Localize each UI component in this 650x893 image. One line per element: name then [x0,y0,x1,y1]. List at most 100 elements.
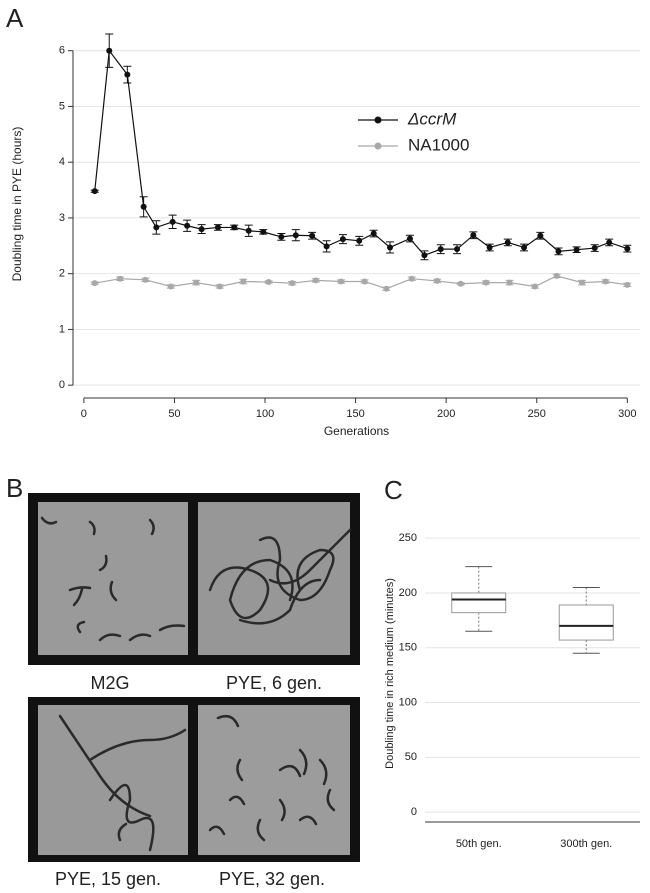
point [260,228,267,235]
point [91,188,98,195]
point [184,222,191,229]
legend-label: NA1000 [408,135,469,154]
panel-label: C [384,475,403,505]
x-tick-label: 200 [437,408,455,420]
y-tick-label: 2 [59,268,65,280]
point [553,272,560,279]
point [124,71,131,78]
y-tick-label: 0 [59,379,65,391]
micrograph [198,502,350,655]
y-tick-label: 200 [399,587,417,599]
point [486,244,493,251]
y-tick-label: 0 [411,806,417,818]
y-tick-label: 3 [59,212,65,224]
point [91,280,98,287]
y-tick-label: 250 [399,532,417,544]
y-axis-label: Doubling time in PYE (hours) [10,127,24,282]
point [361,278,368,285]
point [214,224,221,231]
x-tick-label: 50 [168,408,180,420]
caption: PYE, 15 gen. [55,869,161,889]
point [312,277,319,284]
box [451,592,507,614]
legend-label: ΔccrM [407,109,457,128]
point [437,246,444,253]
point [383,285,390,292]
point [265,279,272,286]
point [579,279,586,286]
point [292,232,299,239]
point [153,224,160,231]
x-tick-label: 300 [618,408,636,420]
y-axis-label: Doubling time in rich medium (minutes) [384,578,396,769]
point [240,278,247,285]
point [169,218,176,225]
series-line [94,49,628,256]
point [278,233,285,240]
point [573,246,580,253]
micrograph-grid [28,493,360,862]
micrograph [38,502,188,655]
y-tick-label: 1 [59,323,65,335]
y-tick-label: 100 [399,696,417,708]
point [140,203,147,210]
y-tick-label: 6 [59,45,65,57]
point [606,239,613,246]
point [454,246,461,253]
x-tick-label: 100 [256,408,274,420]
caption: PYE, 6 gen. [226,673,322,693]
point [216,283,223,290]
legend-marker [374,116,382,124]
point [434,277,441,284]
x-tick-label: 0 [81,408,87,420]
cells [40,516,352,852]
point [555,248,562,255]
y-tick-label: 4 [59,156,65,168]
y-tick-label: 150 [399,642,417,654]
legend-marker [374,142,382,150]
point [245,227,252,234]
point [624,245,631,252]
point [506,279,513,286]
panel-label: A [6,3,24,33]
point [531,283,538,290]
panel-label: B [6,473,23,503]
micrograph [198,705,350,855]
point [309,232,316,239]
point [142,276,149,283]
x-tick-label: 250 [528,408,546,420]
point [167,283,174,290]
point [457,280,464,287]
point [406,235,413,242]
box [558,604,614,641]
point [106,47,113,54]
x-tick-label: 50th gen. [456,838,502,850]
y-tick-label: 50 [405,751,417,763]
point [421,252,428,259]
point [483,279,490,286]
micrograph [38,705,188,855]
x-tick-label: 300th gen. [560,838,612,850]
point [624,281,631,288]
x-axis-label: Generations [324,424,389,438]
caption: M2G [90,673,129,693]
point [289,280,296,287]
point [504,239,511,246]
point [338,278,345,285]
point [231,224,238,231]
point [537,232,544,239]
point [193,279,200,286]
point [470,232,477,239]
x-tick-label: 150 [346,408,364,420]
point [408,275,415,282]
y-tick-label: 5 [59,100,65,112]
point [198,226,205,233]
point [591,245,598,252]
caption: PYE, 32 gen. [219,869,325,889]
series-line [94,275,628,290]
point [387,244,394,251]
point [521,244,528,251]
point [323,243,330,250]
point [370,230,377,237]
